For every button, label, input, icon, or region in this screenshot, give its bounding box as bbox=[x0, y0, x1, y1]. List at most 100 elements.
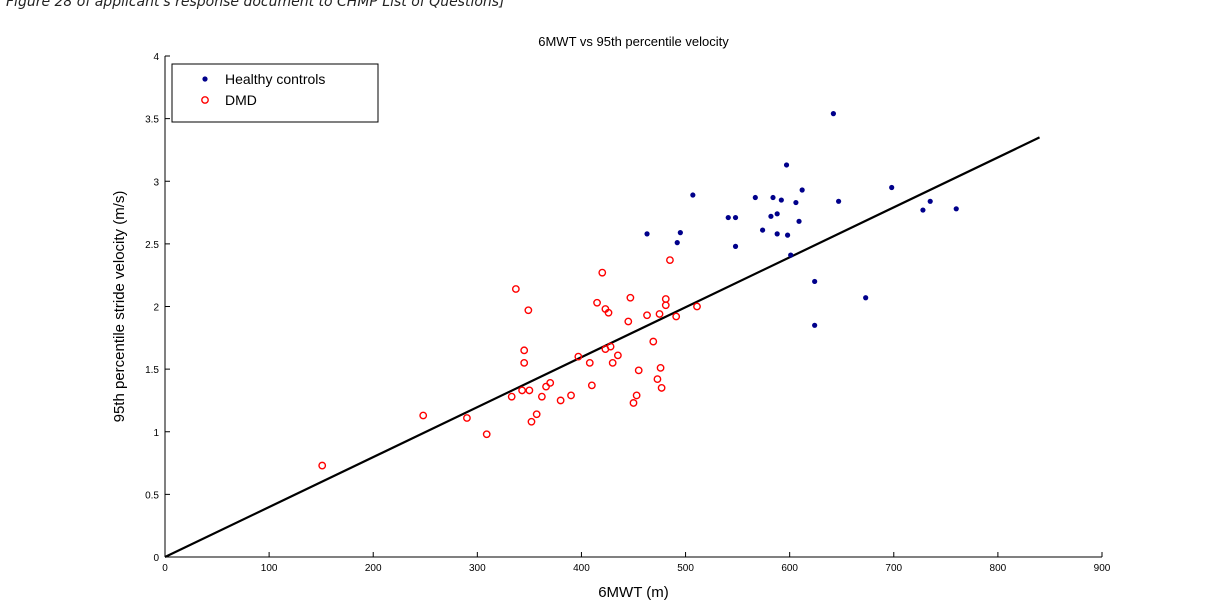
data-points bbox=[318, 111, 959, 470]
dmd-point bbox=[634, 366, 643, 375]
x-tick-label: 600 bbox=[781, 563, 798, 574]
healthy-control-point bbox=[677, 230, 683, 236]
dmd-point bbox=[542, 382, 550, 391]
dmd-point bbox=[632, 391, 641, 400]
healthy-control-point bbox=[674, 240, 680, 246]
y-tick-label: 3.5 bbox=[145, 115, 159, 126]
healthy-control-point bbox=[778, 197, 784, 203]
dmd-point bbox=[587, 381, 596, 390]
x-tick-label: 200 bbox=[365, 563, 382, 574]
legend-marker-healthy bbox=[202, 76, 208, 82]
dmd-point bbox=[419, 411, 428, 420]
healthy-control-point bbox=[796, 218, 802, 224]
dmd-point bbox=[643, 311, 651, 320]
legend: Healthy controls DMD bbox=[171, 63, 379, 123]
dmd-point bbox=[567, 391, 575, 400]
dmd-point bbox=[585, 358, 594, 367]
dmd-point bbox=[626, 293, 635, 302]
dmd-point bbox=[527, 417, 536, 426]
dmd-point bbox=[511, 285, 520, 293]
dmd-point bbox=[520, 346, 529, 355]
healthy-control-point bbox=[799, 187, 805, 193]
y-tick-label: 1.5 bbox=[145, 365, 159, 376]
healthy-control-point bbox=[770, 194, 776, 201]
dmd-point bbox=[608, 358, 617, 367]
dmd-point bbox=[574, 352, 583, 361]
y-tick-label: 4 bbox=[153, 52, 159, 63]
legend-box bbox=[171, 63, 379, 123]
healthy-control-point bbox=[752, 194, 758, 201]
healthy-control-point bbox=[927, 198, 933, 204]
dmd-point bbox=[525, 386, 534, 395]
x-tick-label: 500 bbox=[677, 563, 694, 574]
dmd-point bbox=[518, 386, 527, 395]
dmd-point bbox=[318, 461, 327, 470]
dmd-point bbox=[537, 392, 546, 401]
healthy-control-point bbox=[644, 231, 650, 237]
dmd-point bbox=[520, 358, 529, 367]
dmd-point bbox=[693, 302, 701, 311]
y-tick-label: 0 bbox=[153, 553, 159, 564]
y-tick-label: 2.5 bbox=[145, 240, 159, 251]
x-tick-label: 400 bbox=[573, 563, 590, 574]
dmd-point bbox=[661, 295, 670, 303]
y-tick-label: 2 bbox=[153, 303, 159, 314]
healthy-control-point bbox=[768, 213, 774, 219]
healthy-control-point bbox=[863, 295, 869, 301]
chart-title: 6MWT vs 95th percentile velocity bbox=[538, 34, 729, 49]
dmd-point bbox=[482, 430, 491, 439]
dmd-point bbox=[649, 337, 658, 346]
legend-label: DMD bbox=[225, 92, 257, 108]
dmd-point bbox=[556, 396, 565, 405]
dmd-point bbox=[613, 351, 622, 360]
healthy-control-point bbox=[835, 198, 842, 204]
healthy-control-point bbox=[920, 207, 926, 213]
healthy-control-point bbox=[774, 231, 780, 237]
x-tick-label: 700 bbox=[885, 563, 902, 574]
healthy-control-point bbox=[788, 252, 794, 258]
figure-caption: Figure 28 of applicant's response docume… bbox=[6, 0, 505, 10]
axes: 0 100 200 300 400 500 600 700 800 900 0 0.5 1 1.5 2 2.5… bbox=[145, 52, 1111, 574]
dmd-point bbox=[604, 308, 613, 317]
healthy-control-point bbox=[732, 214, 739, 221]
y-axis-label: 95th percentile stride velocity (m/s) bbox=[111, 191, 128, 423]
healthy-control-point bbox=[830, 111, 836, 117]
dmd-point bbox=[655, 310, 664, 318]
healthy-control-point bbox=[793, 199, 799, 206]
dmd-point bbox=[546, 379, 555, 387]
legend-marker-dmd bbox=[201, 96, 209, 104]
x-axis-label: 6MWT (m) bbox=[598, 584, 669, 601]
dmd-point bbox=[672, 312, 681, 321]
healthy-control-point bbox=[812, 278, 818, 285]
healthy-control-point bbox=[774, 211, 780, 217]
y-tick-label: 0.5 bbox=[145, 490, 159, 501]
dmd-point bbox=[593, 298, 601, 307]
dmd-point bbox=[624, 317, 633, 326]
healthy-control-point bbox=[759, 227, 766, 233]
dmd-point bbox=[653, 375, 662, 384]
dmd-point bbox=[657, 384, 666, 392]
dmd-point bbox=[656, 363, 665, 372]
dmd-point bbox=[666, 256, 674, 265]
healthy-control-point bbox=[953, 206, 959, 212]
legend-label: Healthy controls bbox=[225, 71, 325, 87]
x-tick-label: 300 bbox=[469, 563, 486, 574]
healthy-control-point bbox=[784, 232, 791, 238]
y-tick-label: 1 bbox=[153, 428, 159, 439]
x-tick-label: 900 bbox=[1094, 563, 1111, 574]
dmd-point bbox=[532, 410, 541, 419]
x-tick-label: 800 bbox=[990, 563, 1007, 574]
dmd-point bbox=[661, 301, 670, 310]
dmd-point bbox=[606, 342, 615, 351]
dmd-point bbox=[629, 399, 638, 407]
dmd-point bbox=[598, 268, 607, 277]
dmd-point bbox=[507, 392, 516, 401]
healthy-control-point bbox=[783, 162, 790, 168]
dmd-point bbox=[463, 414, 471, 422]
y-tick-label: 3 bbox=[153, 177, 159, 188]
healthy-control-point bbox=[889, 184, 895, 191]
healthy-control-point bbox=[725, 214, 731, 221]
healthy-control-point bbox=[732, 243, 739, 249]
x-tick-label: 0 bbox=[162, 563, 168, 574]
